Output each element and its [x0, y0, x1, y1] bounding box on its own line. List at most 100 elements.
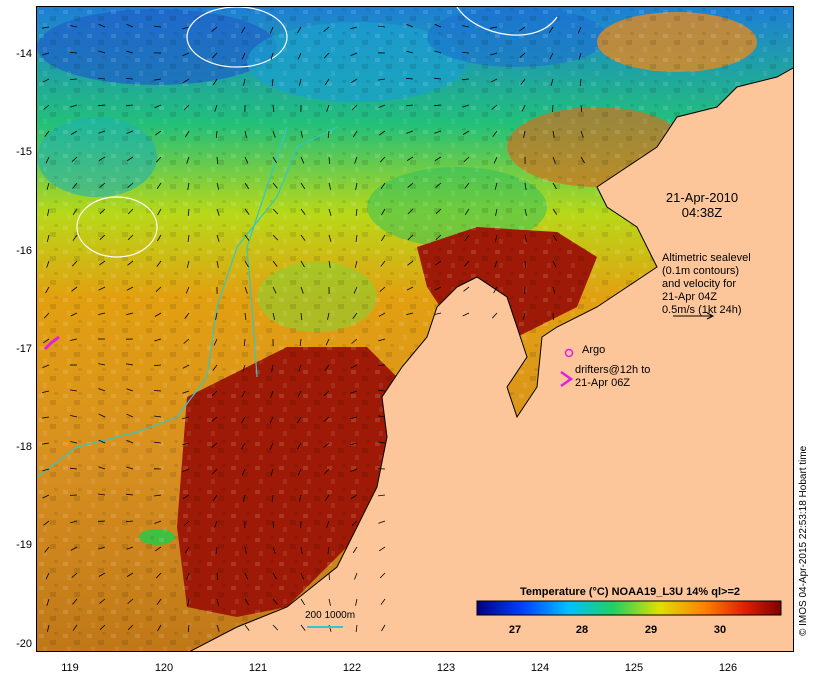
velocity-arrow — [272, 624, 279, 631]
velocity-arrow — [407, 234, 414, 241]
velocity-arrow — [271, 364, 274, 372]
velocity-arrow — [72, 182, 78, 189]
velocity-arrow — [241, 52, 246, 60]
velocity-arrow — [126, 130, 134, 134]
date-label: 21-Apr-2010 04:38Z — [652, 190, 752, 220]
velocity-arrow — [464, 234, 470, 241]
velocity-arrow — [378, 520, 386, 524]
velocity-arrow — [70, 389, 78, 392]
altimetry-line: and velocity for — [662, 278, 736, 290]
velocity-arrow — [552, 286, 556, 294]
velocity-arrow — [493, 286, 498, 294]
velocity-arrow — [378, 441, 386, 444]
velocity-arrow — [464, 260, 470, 267]
velocity-arrow — [70, 441, 78, 444]
velocity-arrow — [211, 390, 218, 397]
velocity-arrow — [323, 52, 330, 59]
velocity-arrow — [406, 286, 414, 291]
velocity-arrow — [464, 208, 470, 216]
velocity-arrow — [524, 260, 527, 269]
velocity-arrow — [300, 156, 305, 164]
velocity-arrow — [98, 388, 106, 392]
velocity-arrow — [323, 468, 330, 475]
velocity-arrow — [98, 23, 106, 28]
velocity-arrow — [182, 390, 190, 394]
velocity-arrow — [523, 130, 526, 138]
velocity-arrow — [552, 234, 558, 242]
velocity-arrow — [494, 260, 498, 268]
velocity-arrow — [406, 104, 414, 107]
velocity-arrow — [494, 182, 498, 190]
velocity-arrow — [216, 182, 220, 190]
velocity-arrow — [99, 234, 106, 240]
velocity-arrow — [350, 416, 358, 420]
velocity-arrow — [182, 468, 190, 472]
velocity-arrow — [296, 416, 302, 424]
velocity-arrow — [99, 208, 106, 215]
velocity-arrow — [350, 364, 358, 369]
velocity-arrow — [126, 439, 134, 444]
velocity-arrow — [98, 130, 106, 134]
velocity-arrow — [216, 598, 220, 606]
velocity-arrow — [72, 260, 78, 267]
land-mass — [189, 67, 793, 651]
velocity-arrow — [43, 312, 50, 319]
velocity-arrow — [350, 52, 358, 56]
lon-tick: 125 — [624, 662, 644, 674]
velocity-arrow — [182, 442, 190, 446]
velocity-arrow — [211, 416, 218, 422]
velocity-arrow — [46, 598, 50, 606]
velocity-arrow — [186, 260, 190, 268]
velocity-arrow — [328, 260, 331, 268]
velocity-arrow — [216, 156, 219, 165]
velocity-arrow — [70, 546, 78, 551]
velocity-arrow — [185, 286, 190, 294]
velocity-arrow — [328, 598, 331, 606]
velocity-arrow — [327, 312, 330, 320]
velocity-arrow — [215, 546, 218, 554]
colorbar-tick: 30 — [713, 624, 727, 636]
velocity-arrow — [127, 598, 134, 604]
velocity-arrow — [155, 286, 162, 292]
velocity-arrow — [552, 260, 557, 268]
velocity-arrow — [154, 494, 162, 497]
lon-tick: 124 — [530, 662, 550, 674]
velocity-arrow — [46, 234, 50, 242]
velocity-arrow — [490, 26, 498, 29]
velocity-arrow — [244, 182, 250, 190]
velocity-arrow — [577, 26, 582, 34]
velocity-arrow — [406, 24, 414, 28]
velocity-arrow — [244, 130, 247, 138]
velocity-arrow — [378, 338, 386, 342]
velocity-arrow — [434, 130, 442, 134]
drifter-legend: drifters@12h to 21-Apr 06Z — [575, 364, 650, 390]
velocity-arrow — [350, 494, 358, 499]
velocity-arrow — [157, 624, 162, 632]
velocity-arrow — [154, 78, 162, 81]
velocity-arrow — [326, 104, 330, 112]
velocity-arrow — [300, 234, 306, 241]
velocity-arrow — [98, 156, 106, 161]
velocity-arrow — [98, 572, 106, 577]
velocity-arrow — [272, 598, 278, 605]
velocity-arrow — [99, 260, 106, 266]
velocity-arrow — [214, 104, 218, 112]
velocity-arrow — [272, 286, 277, 294]
velocity-arrow — [244, 598, 250, 606]
velocity-arrow — [324, 364, 330, 371]
velocity-arrow — [300, 182, 306, 190]
velocity-arrow — [126, 546, 134, 550]
velocity-arrow — [433, 104, 442, 107]
colorbar-tick: 29 — [644, 624, 658, 636]
velocity-arrow — [47, 208, 50, 216]
colorbar — [476, 600, 782, 616]
velocity-arrow — [435, 182, 442, 188]
velocity-arrow — [350, 78, 358, 84]
velocity-arrow — [244, 208, 250, 215]
lon-tick: 119 — [61, 662, 79, 674]
velocity-arrow — [42, 442, 50, 445]
velocity-arrow — [580, 130, 584, 138]
drifter-marker — [560, 370, 574, 388]
velocity-arrow — [155, 130, 162, 136]
velocity-arrow — [212, 494, 218, 502]
